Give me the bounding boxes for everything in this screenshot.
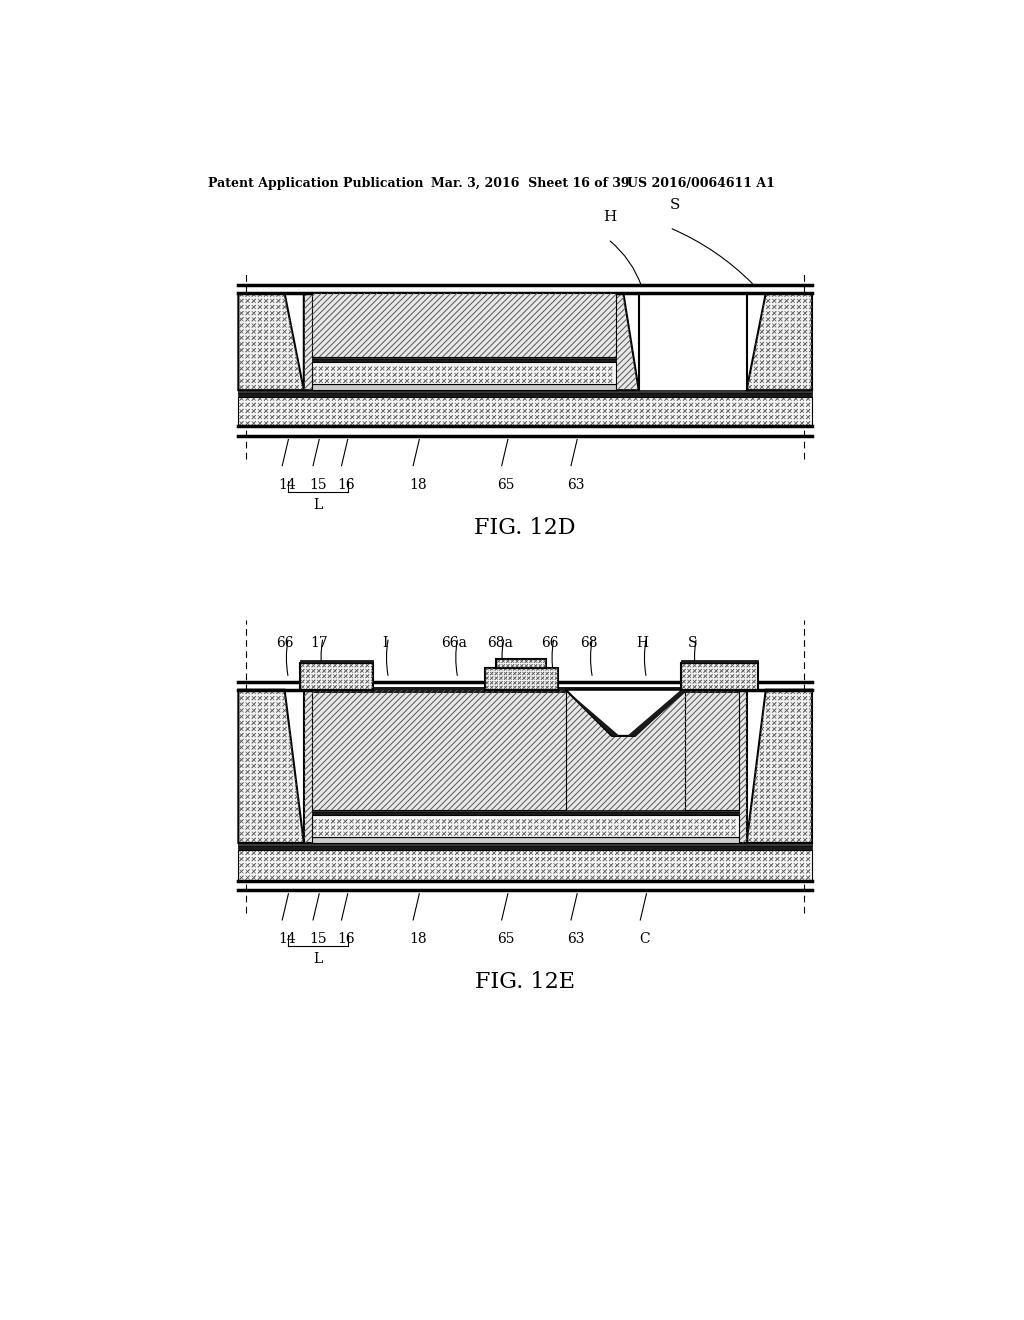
Bar xyxy=(311,837,739,843)
Text: FIG. 12D: FIG. 12D xyxy=(474,517,575,539)
Text: 66: 66 xyxy=(275,636,293,649)
Polygon shape xyxy=(311,816,739,837)
Polygon shape xyxy=(239,689,304,843)
Text: 16: 16 xyxy=(337,932,355,946)
Text: 15: 15 xyxy=(309,478,327,492)
Bar xyxy=(311,688,739,693)
Text: L: L xyxy=(313,952,323,966)
Text: H: H xyxy=(637,636,648,649)
Text: 14: 14 xyxy=(278,932,296,946)
Text: 66a: 66a xyxy=(441,636,467,649)
Text: US 2016/0064611 A1: US 2016/0064611 A1 xyxy=(628,177,775,190)
Bar xyxy=(300,660,373,663)
Text: 63: 63 xyxy=(567,932,585,946)
Text: 68a: 68a xyxy=(487,636,513,649)
Polygon shape xyxy=(565,689,620,737)
Text: I: I xyxy=(382,636,387,649)
Text: 18: 18 xyxy=(409,478,427,492)
Text: 17: 17 xyxy=(310,636,328,649)
Text: S: S xyxy=(688,636,697,649)
Text: Patent Application Publication: Patent Application Publication xyxy=(208,177,423,190)
Text: FIG. 12E: FIG. 12E xyxy=(475,972,574,994)
Polygon shape xyxy=(304,293,639,391)
Bar xyxy=(239,846,812,850)
Text: 18: 18 xyxy=(409,932,427,946)
Bar xyxy=(681,660,758,663)
Text: 65: 65 xyxy=(498,932,515,946)
Polygon shape xyxy=(484,668,558,689)
Text: 63: 63 xyxy=(567,478,585,492)
Polygon shape xyxy=(311,689,565,810)
Bar xyxy=(311,810,739,812)
Polygon shape xyxy=(239,293,304,391)
Text: H: H xyxy=(603,210,616,224)
Bar xyxy=(239,391,812,393)
Bar xyxy=(639,293,746,391)
Bar xyxy=(311,384,615,391)
Text: L: L xyxy=(313,498,323,512)
Text: 15: 15 xyxy=(309,932,327,946)
Polygon shape xyxy=(628,689,685,737)
Polygon shape xyxy=(311,363,615,384)
Polygon shape xyxy=(300,663,373,689)
Polygon shape xyxy=(565,689,685,737)
Text: 14: 14 xyxy=(278,478,296,492)
Text: S: S xyxy=(670,198,680,213)
Text: 68: 68 xyxy=(580,636,597,649)
Polygon shape xyxy=(685,689,739,810)
Bar xyxy=(311,359,615,363)
Text: 66: 66 xyxy=(542,636,559,649)
Polygon shape xyxy=(311,293,615,358)
Text: C: C xyxy=(640,932,650,946)
Bar xyxy=(239,843,812,846)
Polygon shape xyxy=(681,663,758,689)
Text: 16: 16 xyxy=(337,478,355,492)
Text: Mar. 3, 2016  Sheet 16 of 39: Mar. 3, 2016 Sheet 16 of 39 xyxy=(431,177,630,190)
Polygon shape xyxy=(304,689,746,843)
Bar xyxy=(239,393,812,397)
Polygon shape xyxy=(497,659,547,668)
Polygon shape xyxy=(239,850,812,880)
Bar xyxy=(311,358,615,359)
Text: 65: 65 xyxy=(498,478,515,492)
Bar xyxy=(311,812,739,816)
Polygon shape xyxy=(746,689,812,843)
Polygon shape xyxy=(746,293,812,391)
Polygon shape xyxy=(239,397,812,426)
